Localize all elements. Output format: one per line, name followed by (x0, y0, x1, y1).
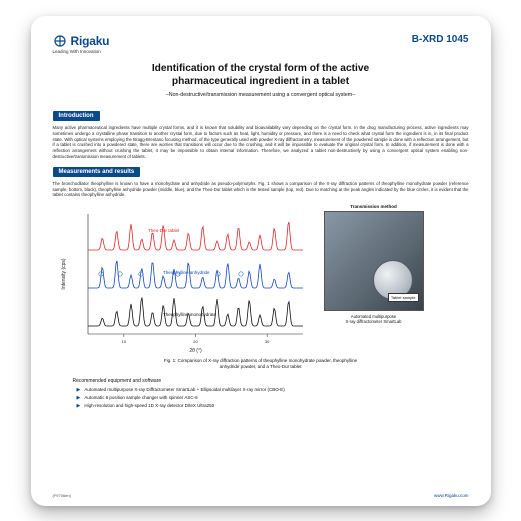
footer-code: (F9706en) (53, 493, 71, 498)
equipment-item-text: Automated multipurpose X-ray Diffractome… (84, 386, 284, 393)
svg-text:Theophylline anhydride: Theophylline anhydride (163, 270, 210, 275)
document-id: B-XRD 1045 (412, 34, 469, 45)
equipment-heading: Recommended equipment and software (73, 378, 469, 384)
bullet-icon: ▶ (77, 402, 81, 410)
section-results-heading: Measurements and results (53, 167, 141, 177)
svg-text:Intensity (cps): Intensity (cps) (61, 258, 67, 289)
bullet-icon: ▶ (77, 386, 81, 394)
page: Rigaku Leading With Innovation B-XRD 104… (31, 16, 491, 506)
title-line-1: Identification of the crystal form of th… (53, 62, 469, 75)
photo-caption-2: X-ray diffractometer SmartLab (345, 319, 401, 324)
svg-text:Theophylline monohydrate: Theophylline monohydrate (163, 312, 217, 317)
document-card: Rigaku Leading With Innovation B-XRD 104… (31, 16, 491, 506)
results-paragraph: The bronchodilator theophylline is known… (53, 181, 469, 198)
tablet-sample-label: Tablet sample (388, 293, 419, 302)
equipment-item: ▶Automatic 6 position sample changer wit… (77, 394, 469, 402)
footer-url: www.Rigaku.com (434, 493, 469, 498)
xrd-chart: 10 20 30 2θ (°) Intensity (cps) Theo-Dur tabl… (53, 204, 313, 354)
equipment-item-text: Automatic 6 position sample changer with… (84, 394, 197, 401)
equipment-item: ▶High-resolution and high-speed 1D X-ray… (77, 402, 469, 410)
svg-text:2θ (°): 2θ (°) (189, 348, 202, 354)
svg-text:10: 10 (121, 339, 126, 344)
photo-top-label: Transmission method (350, 204, 397, 209)
intro-paragraph: Many active pharmaceutical ingredients h… (53, 125, 469, 160)
logo-text: Rigaku (71, 34, 110, 48)
section-intro-heading: Introduction (53, 111, 100, 121)
page-title: Identification of the crystal form of th… (53, 62, 469, 89)
footer: (F9706en) www.Rigaku.com (31, 493, 491, 498)
svg-text:Theo-Dur tablet: Theo-Dur tablet (148, 228, 180, 233)
svg-text:30: 30 (264, 339, 269, 344)
figure-row: 10 20 30 2θ (°) Intensity (cps) Theo-Dur tabl… (53, 204, 469, 354)
logo-icon (53, 34, 67, 48)
bullet-icon: ▶ (77, 394, 81, 402)
photo-caption: Automated multipurpose X-ray diffractome… (345, 314, 401, 324)
instrument-photo: Tablet sample (324, 211, 424, 311)
equipment-list: ▶Automated multipurpose X-ray Diffractom… (77, 386, 469, 410)
svg-text:20: 20 (193, 339, 198, 344)
instrument-photo-column: Transmission method Tablet sample Automa… (319, 204, 429, 354)
logo-block: Rigaku Leading With Innovation (53, 34, 110, 54)
header: Rigaku Leading With Innovation B-XRD 104… (53, 34, 469, 54)
figure-caption-2: anhydride powder, and a Theo-Dur tablet (53, 364, 469, 370)
equipment-item: ▶Automated multipurpose X-ray Diffractom… (77, 386, 469, 394)
logo-tagline: Leading With Innovation (53, 49, 110, 54)
figure-caption: Fig. 1: Comparison of X-ray diffraction … (53, 358, 469, 370)
subtitle: –Non-destructive/transmission measuremen… (53, 92, 469, 98)
title-line-2: pharmaceutical ingredient in a tablet (53, 75, 469, 88)
equipment-item-text: High-resolution and high-speed 1D X-ray … (84, 402, 214, 409)
